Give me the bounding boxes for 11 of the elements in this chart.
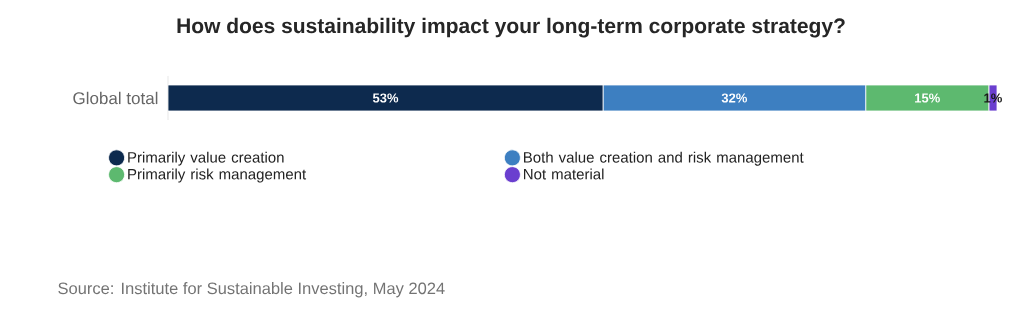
legend-label: Primarily value creation bbox=[128, 151, 284, 166]
data-label: 15% bbox=[915, 93, 940, 103]
chart-title: How does sustainability impact your long-term corporate strategy? bbox=[177, 17, 845, 38]
legend-label: Primarily risk management bbox=[128, 168, 307, 183]
data-label: 1% bbox=[984, 93, 1002, 103]
legend-label: Both value creation and risk management bbox=[524, 151, 804, 166]
source-note: Source: Institute for Sustainable Investing, May 2024 bbox=[58, 282, 445, 298]
legend-label: Not material bbox=[524, 168, 604, 180]
y-tick-label: Global total bbox=[73, 91, 158, 105]
data-label: 53% bbox=[372, 93, 399, 103]
data-label: 32% bbox=[721, 93, 748, 103]
